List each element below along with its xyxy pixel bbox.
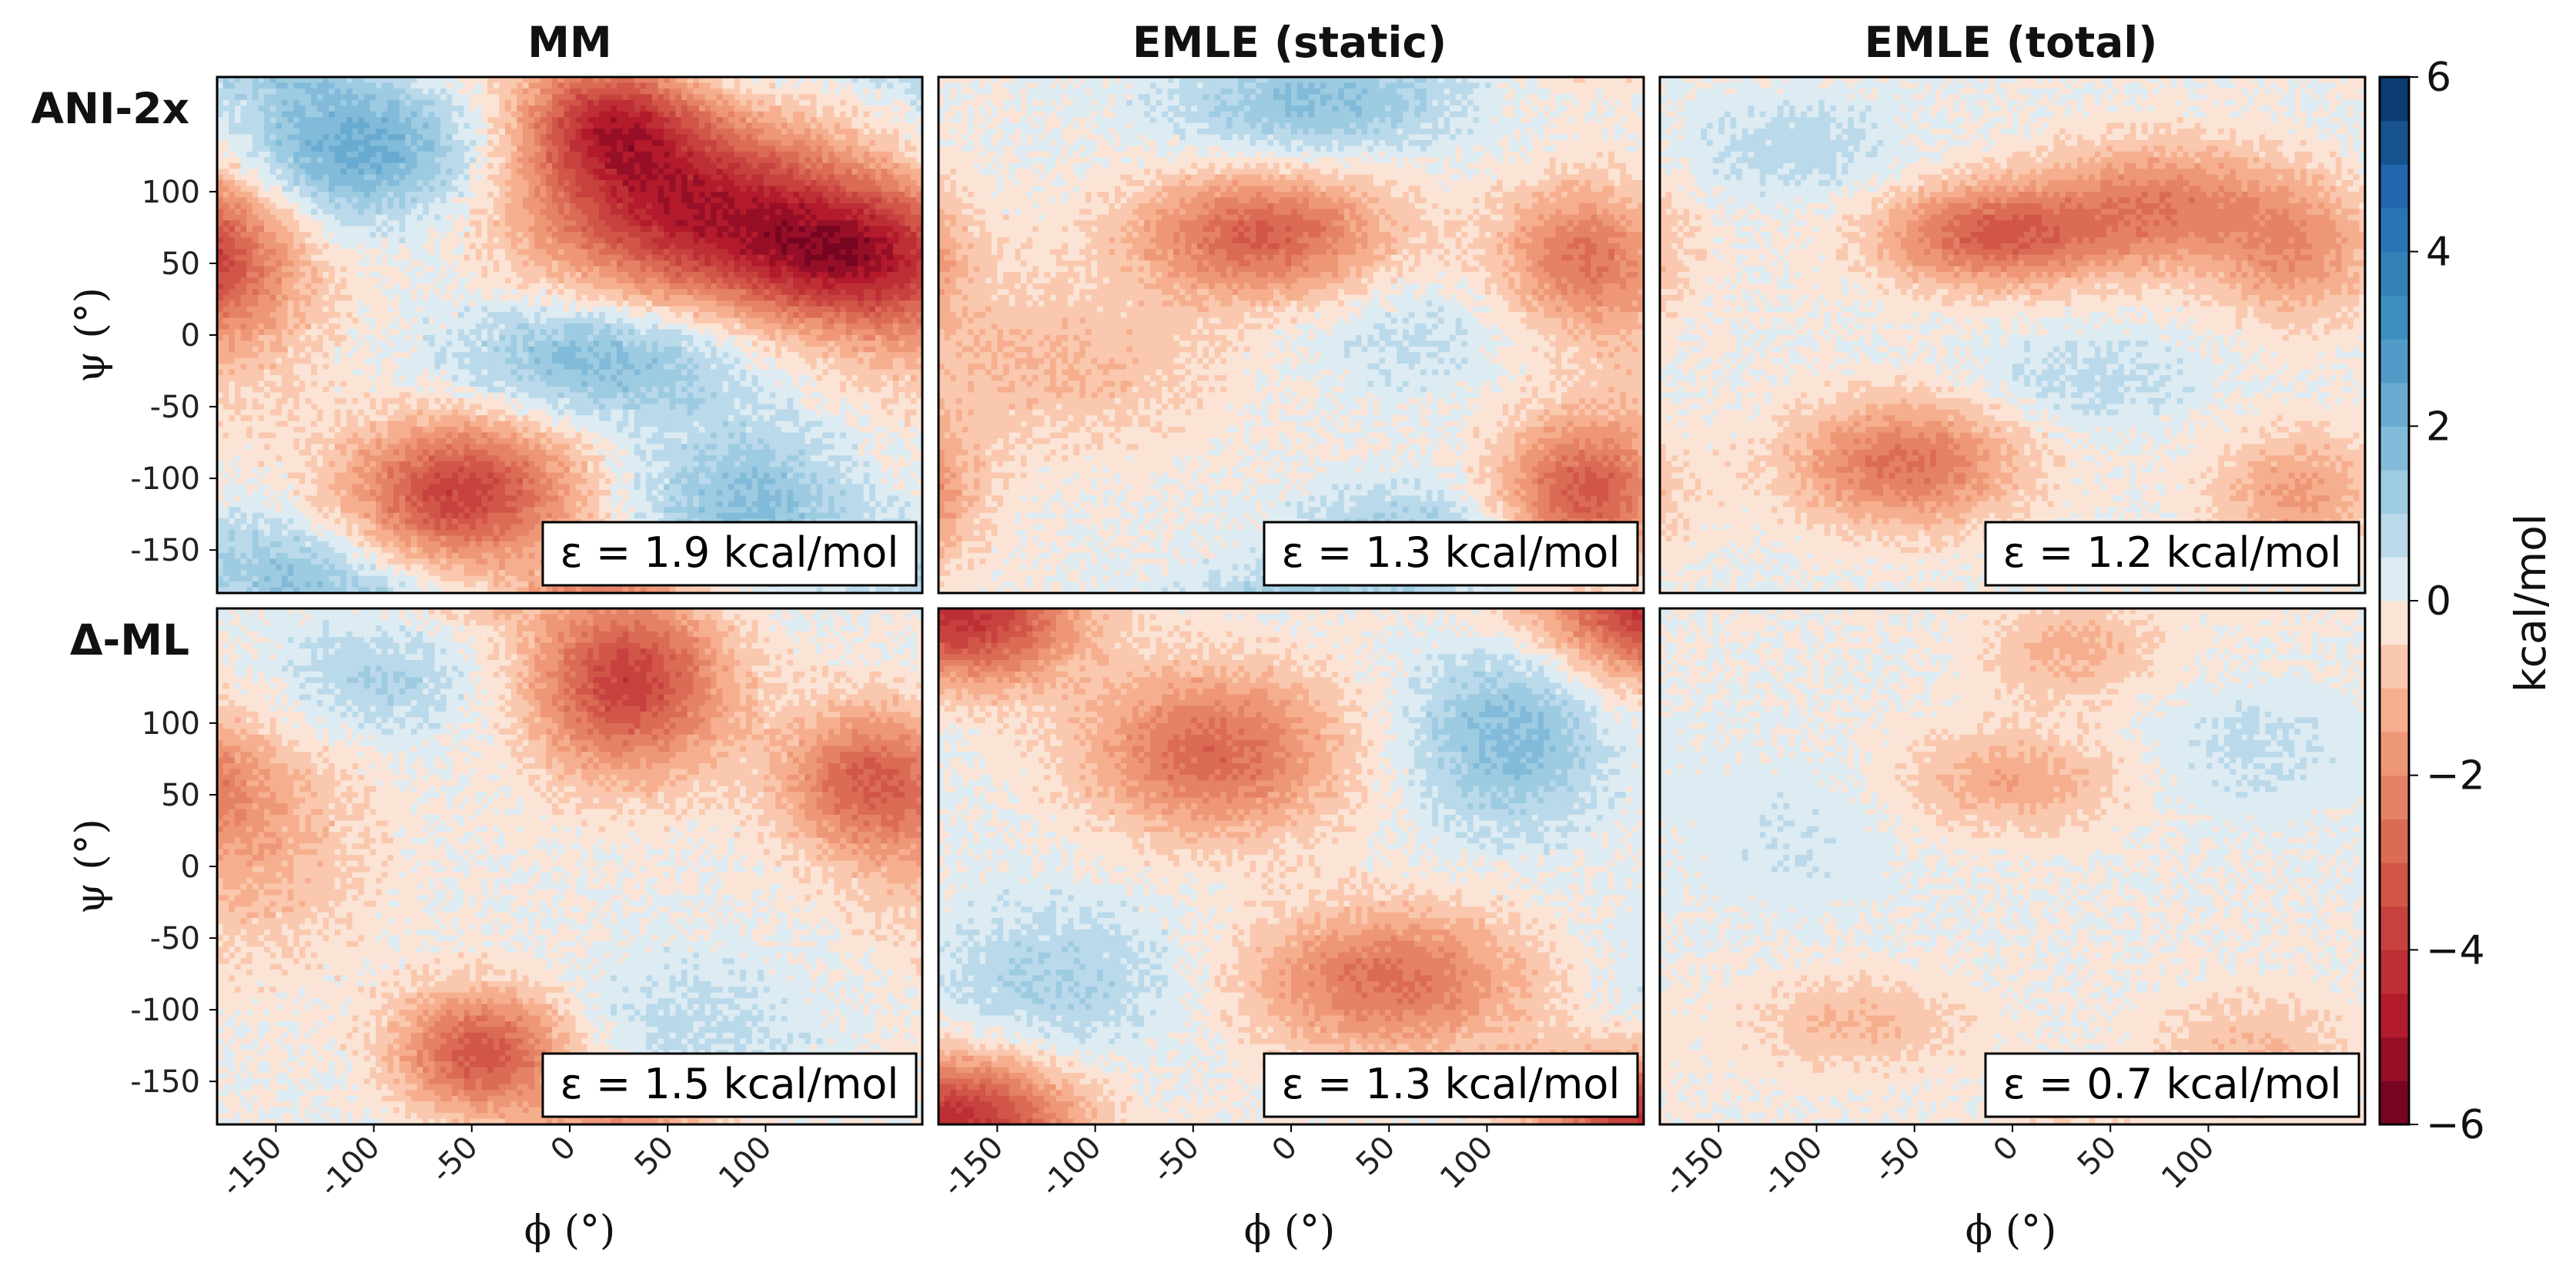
y-tick-label: 50 <box>161 246 200 282</box>
x-axis-label-col2: ϕ (°) <box>1244 1208 1336 1254</box>
contour-field <box>1660 77 2366 594</box>
colorbar-band <box>2380 688 2409 732</box>
contour-field <box>217 608 923 1125</box>
y-tick-label: -50 <box>150 921 200 957</box>
x-tick-label: -50 <box>424 1130 485 1191</box>
panel-r0-c2: ε = 1.2 kcal/mol <box>1660 77 2366 594</box>
colorbar-band <box>2380 208 2409 252</box>
x-tick-label: 0 <box>1266 1130 1305 1169</box>
x-tick-label: 100 <box>2155 1130 2222 1197</box>
epsilon-annotation: ε = 1.3 kcal/mol <box>1282 528 1621 577</box>
panel-grid: ε = 1.9 kcal/mol ε = 1.3 kcal/mol ε = 1.2 … <box>217 77 2366 1125</box>
colorbar-band <box>2380 383 2409 427</box>
colorbar-band <box>2380 645 2409 689</box>
colorbar-band <box>2380 121 2409 165</box>
panel-r0-c1: ε = 1.3 kcal/mol <box>938 77 1644 594</box>
x-axis-label-col1: ϕ (°) <box>524 1208 616 1254</box>
panel-r1-c2: ε = 0.7 kcal/mol <box>1660 608 2366 1125</box>
y-tick-label: 0 <box>181 318 200 354</box>
x-tick-label: 100 <box>1434 1130 1500 1197</box>
colorbar-band <box>2380 339 2409 383</box>
contour-field <box>217 77 923 594</box>
y-tick-label: 100 <box>142 175 200 210</box>
colorbar-band <box>2380 950 2409 994</box>
colorbar-band <box>2380 1081 2409 1124</box>
row-title-ani2x: ANI-2x <box>31 84 189 133</box>
y-tick-label: -150 <box>130 533 200 568</box>
colorbar-tick-label: 6 <box>2426 55 2451 101</box>
colorbar-band <box>2380 470 2409 514</box>
x-tick-label: 100 <box>712 1130 779 1197</box>
colorbar-band <box>2380 906 2409 950</box>
x-tick-label: 50 <box>1350 1130 1403 1183</box>
colorbar-bands <box>2380 77 2409 1125</box>
x-axis-label-col3: ϕ (°) <box>1965 1208 2057 1254</box>
y-tick-label: 0 <box>181 849 200 885</box>
column-title-mm: MM <box>527 18 611 67</box>
colorbar-band <box>2380 1037 2409 1081</box>
colorbar-tick-label: 2 <box>2426 404 2451 450</box>
x-tick-label: -100 <box>1755 1130 1830 1205</box>
colorbar-band <box>2380 994 2409 1037</box>
contour-field <box>1660 608 2366 1125</box>
y-axis-label-top: ψ (°) <box>68 287 114 383</box>
x-tick-label: -50 <box>1867 1130 1928 1191</box>
panel-r1-c1: ε = 1.3 kcal/mol <box>938 608 1644 1125</box>
y-tick-label: 100 <box>142 706 200 742</box>
colorbar-tick-label: −6 <box>2426 1102 2485 1148</box>
x-tick-label: -100 <box>313 1130 387 1205</box>
row-title-delta-ml: Δ-ML <box>70 615 189 665</box>
epsilon-annotation: ε = 1.3 kcal/mol <box>1282 1060 1621 1108</box>
x-tick-labels: -150 -100 -50 0 50 100 -150 -100 -50 0 50 100 -150 -1… <box>215 1124 2222 1204</box>
colorbar-tick-label: 0 <box>2426 578 2451 625</box>
x-tick-label: 0 <box>544 1130 584 1169</box>
panel-r0-c0: ε = 1.9 kcal/mol <box>217 77 923 594</box>
contour-field <box>938 608 1644 1125</box>
x-tick-label: 50 <box>628 1130 681 1183</box>
colorbar-band <box>2380 426 2409 470</box>
colorbar-band <box>2380 77 2409 121</box>
contour-field <box>938 77 1644 594</box>
column-title-emle-total: EMLE (total) <box>1865 18 2158 67</box>
epsilon-annotation: ε = 0.7 kcal/mol <box>2003 1060 2342 1108</box>
colorbar-band <box>2380 863 2409 906</box>
x-tick-label: -100 <box>1034 1130 1109 1205</box>
epsilon-annotation: ε = 1.2 kcal/mol <box>2003 528 2342 577</box>
x-tick-label: -150 <box>1658 1130 1732 1205</box>
colorbar-band <box>2380 164 2409 208</box>
y-tick-label: 50 <box>161 778 200 813</box>
colorbar-label: kcal/mol <box>2506 514 2555 692</box>
colorbar-tick-label: −2 <box>2426 753 2485 799</box>
colorbar-band <box>2380 514 2409 558</box>
colorbar-band <box>2380 557 2409 601</box>
colorbar-tick-label: 4 <box>2426 230 2451 276</box>
epsilon-annotation: ε = 1.9 kcal/mol <box>560 528 899 577</box>
colorbar-band <box>2380 601 2409 645</box>
x-tick-label: 50 <box>2071 1130 2124 1183</box>
y-tick-label: -100 <box>130 993 200 1028</box>
epsilon-annotation: ε = 1.5 kcal/mol <box>560 1060 899 1108</box>
y-tick-label: -100 <box>130 461 200 497</box>
colorbar-tick-label: −4 <box>2426 927 2485 973</box>
x-tick-label: -150 <box>215 1130 289 1205</box>
y-axis-label-bottom: ψ (°) <box>68 819 114 914</box>
colorbar-band <box>2380 252 2409 296</box>
x-tick-label: -150 <box>936 1130 1011 1205</box>
colorbar-band <box>2380 732 2409 776</box>
column-title-emle-static: EMLE (static) <box>1132 18 1447 67</box>
colorbar-band <box>2380 776 2409 819</box>
y-tick-label: -150 <box>130 1064 200 1100</box>
panel-r1-c0: ε = 1.5 kcal/mol <box>217 608 923 1125</box>
x-tick-label: -50 <box>1146 1130 1206 1191</box>
colorbar-band <box>2380 295 2409 339</box>
y-tick-label: -50 <box>150 390 200 425</box>
colorbar-band <box>2380 819 2409 863</box>
x-tick-label: 0 <box>1987 1130 2026 1169</box>
colorbar: 6 4 2 0 −2 −4 −6 kcal/mol <box>2380 55 2555 1148</box>
colorbar-ticks: 6 4 2 0 −2 −4 −6 <box>2409 55 2485 1148</box>
